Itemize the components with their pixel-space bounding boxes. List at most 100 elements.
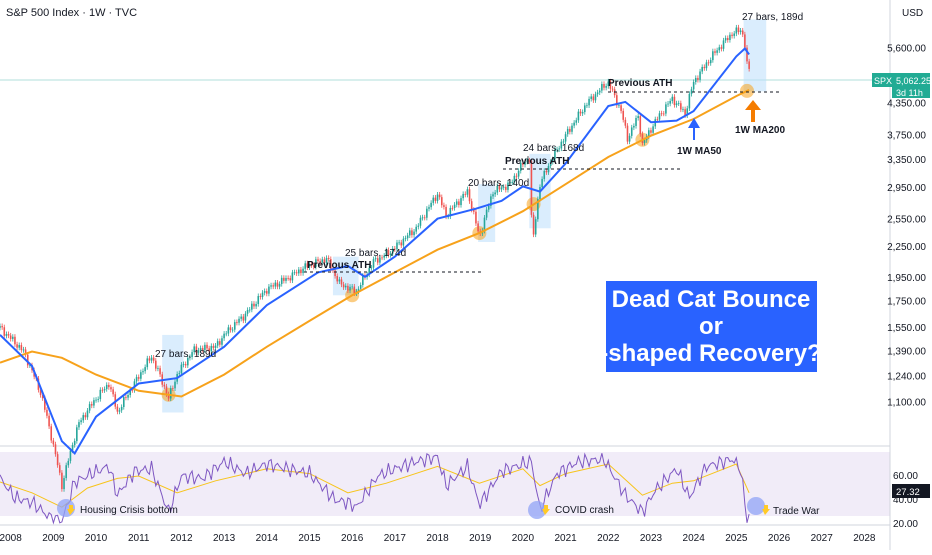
price-candle — [699, 71, 701, 80]
price-candle — [248, 309, 251, 311]
price-candle — [385, 250, 388, 256]
price-candle — [283, 277, 285, 281]
time-tick-label: 2014 — [256, 533, 279, 544]
price-candle — [432, 197, 435, 203]
price-candle — [20, 345, 23, 351]
price-candle — [398, 242, 400, 244]
price-candle — [22, 349, 25, 351]
price-candle — [451, 207, 454, 209]
price-candle — [155, 360, 157, 369]
price-candle — [353, 286, 356, 294]
price-candle — [494, 192, 496, 195]
price-candle — [163, 384, 166, 387]
callout-box — [606, 281, 817, 372]
price-candle — [413, 231, 415, 236]
time-axis[interactable]: 2008 2009 2010 2011 2012 2013 2014 2015 2016 2017… — [0, 533, 876, 544]
covid-marker — [528, 501, 546, 519]
time-tick-label: 2010 — [85, 533, 108, 544]
price-candle — [144, 367, 146, 372]
price-candle — [714, 51, 716, 53]
price-candle — [575, 120, 578, 123]
price-candle — [394, 248, 396, 250]
price-candle — [172, 388, 174, 389]
price-candle — [291, 272, 294, 281]
price-candle — [131, 389, 134, 391]
price-candle — [712, 51, 714, 61]
price-candle — [327, 257, 330, 260]
price-candle — [312, 265, 315, 267]
price-candle — [108, 384, 110, 388]
price-candle — [167, 394, 170, 399]
price-candle — [720, 47, 723, 49]
price-candle — [150, 357, 153, 361]
price-candle — [368, 268, 371, 275]
price-candle — [724, 38, 727, 41]
price-candle — [295, 272, 298, 274]
price-candle — [541, 178, 543, 188]
price-candle — [370, 267, 373, 269]
price-candle — [705, 62, 708, 69]
price-candle — [502, 186, 505, 188]
price-candle — [317, 259, 319, 262]
time-tick-label: 2008 — [0, 533, 22, 544]
price-candle — [110, 387, 112, 390]
price-candle — [201, 348, 204, 350]
price-candle — [475, 211, 477, 224]
price-candle — [598, 90, 601, 93]
price-candle — [665, 104, 667, 114]
price-candle — [637, 116, 639, 118]
price-candle — [673, 96, 676, 106]
rsi-tag — [892, 484, 930, 498]
callout-line-3: V-shaped Recovery?? — [586, 340, 837, 367]
price-candle — [596, 92, 599, 95]
price-candle — [65, 465, 67, 479]
price-tick-label: 2,250.00 — [887, 242, 926, 253]
price-candle — [103, 389, 106, 391]
price-candle — [261, 292, 264, 297]
callout-line-1: Dead Cat Bounce — [612, 286, 811, 313]
price-candle — [716, 50, 718, 53]
price-candle — [229, 327, 232, 330]
price-candle — [187, 357, 189, 366]
price-candle — [485, 209, 488, 218]
price-candle — [105, 384, 108, 390]
price-candle — [50, 426, 53, 441]
price-candle — [534, 219, 537, 235]
price-candle — [426, 208, 428, 218]
rsi-axis: 20.00 40.00 60.00 — [893, 471, 918, 530]
annotation-bars-2020: 24 bars, 168d — [523, 143, 584, 154]
price-candle — [347, 285, 349, 291]
price-candle — [219, 341, 221, 345]
price-candle — [315, 259, 317, 267]
price-candle — [208, 348, 210, 352]
price-candle — [379, 257, 381, 263]
price-candle — [667, 103, 669, 105]
tradewar-marker — [747, 497, 765, 515]
price-axis[interactable]: 1,100.00 1,240.00 1,390.00 1,550.00 1,750.00… — [887, 44, 926, 409]
annotation-ma200: 1W MA200 — [735, 125, 785, 136]
price-tick-label: 3,750.00 — [887, 131, 926, 142]
price-candle — [581, 112, 584, 114]
price-candle — [406, 235, 409, 239]
price-candle — [80, 420, 82, 423]
price-candle — [662, 113, 665, 115]
price-candle — [58, 465, 61, 473]
price-candle — [517, 170, 520, 177]
price-candle — [246, 310, 249, 314]
ma50-arrow-icon — [688, 118, 700, 140]
price-tick-label: 5,600.00 — [887, 44, 926, 55]
price-candle — [308, 264, 311, 268]
price-candle — [90, 404, 93, 406]
price-candle — [340, 279, 343, 285]
price-candle — [56, 454, 59, 466]
price-tag-value: 5,062.25 — [896, 76, 931, 86]
price-candle — [511, 182, 514, 183]
price-candle — [616, 95, 618, 106]
price-candle — [675, 103, 678, 106]
price-candle — [257, 296, 260, 305]
price-candle — [193, 346, 196, 353]
price-candle — [483, 217, 486, 231]
price-candle — [438, 194, 441, 198]
time-tick-label: 2020 — [512, 533, 535, 544]
price-candle — [44, 398, 46, 410]
